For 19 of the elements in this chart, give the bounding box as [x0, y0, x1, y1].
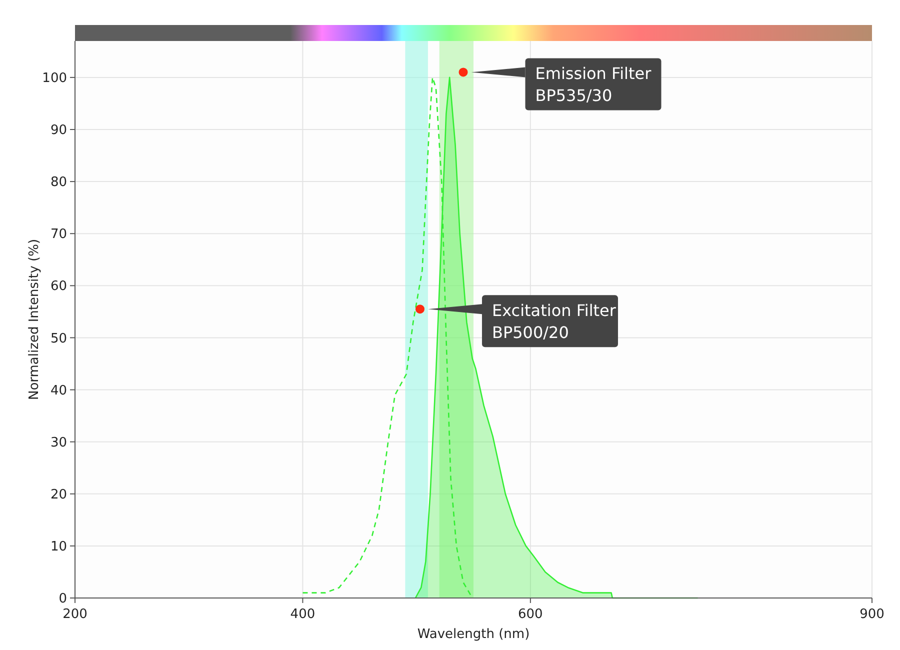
y-tick-label: 60 — [50, 279, 67, 294]
annotation: Excitation Filter BP500/20 — [492, 301, 616, 342]
y-tick-label: 50 — [50, 331, 67, 346]
annotation: Emission Filter BP535/30 — [535, 64, 652, 106]
y-tick-label: 70 — [50, 227, 67, 242]
y-tick-label: 30 — [50, 435, 67, 450]
y-tick-label: 90 — [50, 123, 67, 138]
y-tick-label: 0 — [58, 592, 67, 607]
y-tick-label: 100 — [42, 70, 67, 86]
y-tick-label: 40 — [50, 383, 67, 398]
y-axis-title: Normalized Intensity (%) — [27, 238, 42, 400]
x-axis-title: Wavelength (nm) — [417, 627, 530, 642]
x-tick-label: 900 — [860, 607, 884, 622]
x-tick-label: 200 — [62, 607, 88, 622]
y-tick-label: 80 — [50, 175, 67, 190]
x-tick-label: 600 — [518, 607, 543, 622]
y-tick-label: 10 — [50, 539, 67, 554]
y-tick-label: 20 — [50, 487, 67, 502]
x-tick-label: 400 — [290, 607, 316, 622]
